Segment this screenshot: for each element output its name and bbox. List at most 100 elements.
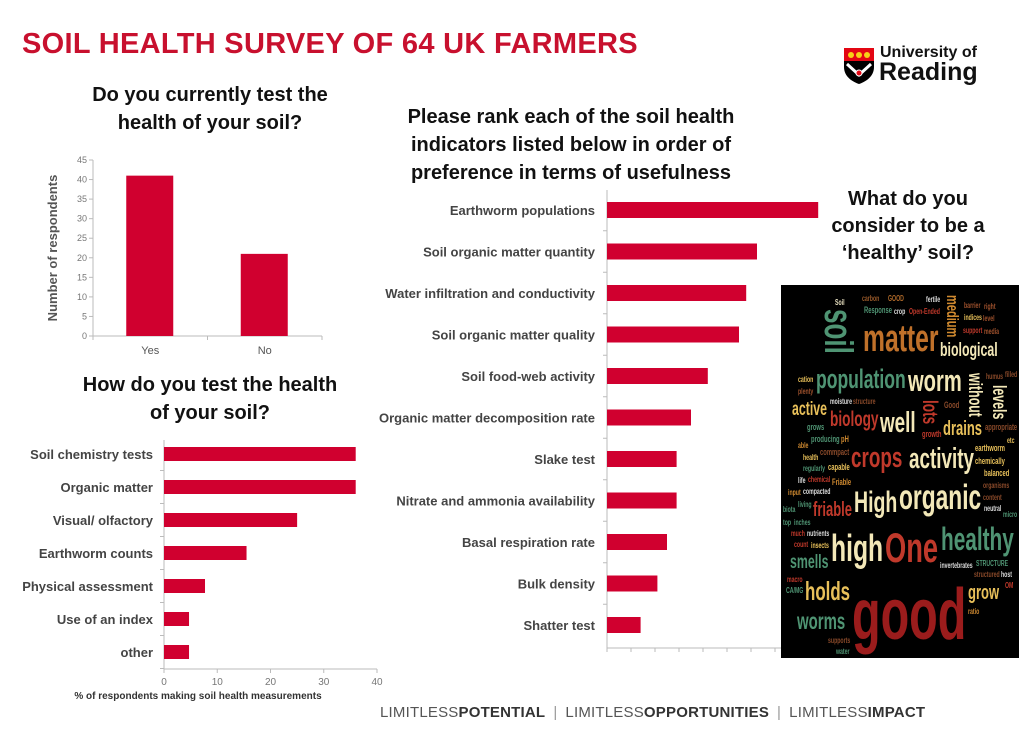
word-cloud-word: medium	[942, 295, 962, 338]
word-cloud-word: level	[983, 314, 995, 323]
word-cloud-word: etc	[1007, 436, 1015, 445]
question-healthy-soil: What do you consider to be a ‘healthy’ s…	[800, 186, 1016, 267]
word-cloud-word: moisture	[830, 397, 852, 406]
y-tick-label: 30	[77, 214, 87, 224]
bar-method	[164, 480, 356, 494]
word-cloud-word: macro	[787, 575, 803, 584]
y-tick-label: 25	[77, 233, 87, 243]
word-cloud-word: input	[788, 488, 801, 497]
word-cloud-word: smells	[790, 552, 829, 573]
bar-yes	[126, 175, 174, 336]
question-line: What do you	[848, 188, 968, 210]
word-cloud-word: living	[798, 500, 812, 509]
bar-indicator	[607, 202, 819, 218]
word-cloud-word: commpact	[820, 447, 850, 457]
category-label: Physical assessment	[22, 579, 153, 594]
word-cloud-word: healthy	[941, 521, 1014, 557]
word-cloud-word: appropriate	[985, 422, 1018, 432]
word-cloud-word: neutral	[984, 504, 1002, 513]
question-test-soil: Do you currently test the health of your…	[60, 81, 360, 137]
category-label: Earthworm counts	[39, 546, 153, 561]
bar-indicator	[607, 617, 641, 633]
poster-title: SOIL HEALTH SURVEY OF 64 UK FARMERS	[22, 28, 638, 60]
word-cloud-word: structured	[974, 570, 1000, 579]
word-cloud-word: top	[783, 518, 792, 527]
bar-indicator	[607, 409, 691, 426]
bar-indicator	[607, 575, 658, 592]
word-cloud-word: pH	[841, 434, 849, 444]
x-axis-label: % of respondents making soil health meas…	[74, 691, 322, 702]
word-cloud-word: support	[963, 326, 983, 335]
word-cloud-word: well	[880, 407, 916, 439]
category-label: other	[121, 645, 154, 660]
bar-indicator	[607, 492, 677, 509]
word-cloud-word: Soil	[835, 298, 845, 307]
word-cloud-word: count	[794, 540, 809, 549]
word-cloud-word: One	[885, 524, 939, 571]
question-line: indicators listed below in order of	[410, 134, 732, 156]
category-label: Soil chemistry tests	[30, 447, 153, 462]
word-cloud-word: population	[816, 364, 906, 394]
question-line: Do you currently test the	[92, 84, 328, 106]
word-cloud-word: crops	[851, 442, 903, 474]
bar-indicator	[607, 326, 739, 343]
word-cloud-word: high	[831, 528, 884, 570]
word-cloud-word: Good	[944, 400, 960, 410]
question-line: ‘healthy’ soil?	[841, 242, 975, 264]
category-label: Visual/ olfactory	[53, 513, 154, 528]
word-cloud-word: crop	[894, 307, 906, 316]
question-line: health of your soil?	[117, 112, 303, 134]
word-cloud-word: host	[1001, 570, 1012, 579]
x-tick-label: No	[258, 345, 272, 357]
bar-method	[164, 513, 298, 527]
word-cloud-word: earthworm	[975, 443, 1005, 453]
word-cloud-word: grow	[968, 582, 1000, 604]
word-cloud-word: compacted	[803, 487, 831, 496]
word-cloud-word: friable	[813, 499, 853, 521]
word-cloud-word: invertebrates	[940, 561, 973, 570]
bar-no	[240, 253, 288, 336]
word-cloud-word: plenty	[798, 387, 814, 396]
category-label: Soil food-web activity	[461, 369, 595, 384]
word-cloud-word: regularly	[803, 464, 825, 473]
word-cloud-word: levels	[987, 385, 1009, 420]
y-tick-label: 0	[82, 331, 87, 341]
question-line: How do you test the health	[82, 374, 338, 396]
word-cloud-word: biological	[940, 340, 998, 361]
bar-indicator	[607, 368, 708, 384]
y-tick-label: 45	[77, 155, 87, 165]
question-how-test: How do you test the health of your soil?	[50, 371, 370, 427]
category-label: Earthworm populations	[450, 203, 595, 218]
bar-indicator	[607, 285, 747, 301]
word-cloud-word: ratio	[968, 607, 980, 616]
category-label: Slake test	[534, 452, 595, 467]
word-cloud-word: Open-Ended	[909, 307, 940, 316]
word-cloud-word: GOOD	[888, 294, 904, 303]
word-cloud-word: micro	[1003, 510, 1018, 519]
x-tick-label: 10	[212, 677, 224, 688]
word-cloud-word: humus	[986, 372, 1004, 381]
y-tick-label: 35	[77, 194, 87, 204]
word-cloud-word: structure	[853, 397, 876, 406]
category-label: Organic matter decomposition rate	[379, 411, 595, 426]
category-label: Shatter test	[523, 618, 595, 633]
word-cloud-word: filled	[1005, 370, 1018, 379]
word-cloud-word: biology	[830, 408, 879, 431]
word-cloud-word: barrier	[964, 301, 981, 310]
word-cloud-word: Response	[864, 305, 892, 315]
word-cloud-word: chemically	[975, 456, 1005, 466]
y-tick-label: 5	[82, 311, 87, 321]
word-cloud-word: organic	[899, 478, 982, 517]
word-cloud-word: organisms	[983, 481, 1010, 490]
word-cloud-word: media	[984, 327, 1000, 336]
word-cloud-word: nutrients	[807, 529, 830, 538]
bar-indicator	[607, 243, 757, 260]
x-tick-label: 0	[161, 677, 167, 688]
crest-icon	[844, 48, 874, 84]
word-cloud-word: inches	[794, 518, 811, 527]
word-cloud-word: growth	[922, 429, 942, 439]
word-cloud-word: grows	[807, 422, 825, 432]
word-cloud-word: capable	[828, 462, 850, 472]
university-logo: University of Reading	[843, 44, 983, 90]
